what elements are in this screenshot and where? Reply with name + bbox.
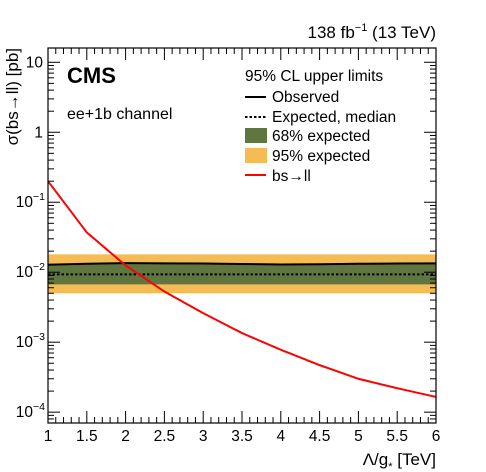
cms-label: CMS [67,63,116,88]
legend-title: 95% CL upper limits [245,68,383,85]
legend-68-label: 68% expected [272,128,370,145]
axis-ticks: 1 1.5 2 2.5 3 3.5 4 4.5 5 5.5 6 10−4 10−3 10−2 10−1 1 10 [16,48,441,445]
x-tick-label: 4 [276,428,285,445]
x-tick-label: 3.5 [231,428,253,445]
y-axis-title: σ(bs→ll) [pb] [3,48,22,145]
y-tick-label: 10−1 [16,191,45,211]
x-axis-title: Λ/g* [TeV] [363,450,436,472]
channel-label: ee+1b channel [67,106,172,123]
x-tick-label: 5 [354,428,363,445]
x-tick-label: 5.5 [386,428,408,445]
y-tick-label: 10 [26,54,44,71]
legend-68-swatch [245,128,267,143]
x-tick-label: 1 [44,428,53,445]
x-tick-label: 2.5 [154,428,176,445]
x-tick-label: 2 [121,428,130,445]
y-tick-label: 10−4 [16,401,45,421]
legend-theory-label: bs→ll [272,168,311,185]
legend: 95% CL upper limits Observed Expected, m… [245,68,396,185]
y-tick-label: 10−2 [16,261,45,281]
legend-95-label: 95% expected [272,148,370,165]
plot-frame [47,47,437,424]
x-tick-label: 6 [432,428,441,445]
y-tick-label: 1 [34,124,43,141]
observed-line [47,262,437,266]
legend-95-swatch [245,148,267,163]
legend-observed-label: Observed [272,89,339,106]
lumi-label: 138 fb−1 (13 TeV) [308,22,436,42]
x-tick-label: 4.5 [309,428,331,445]
x-tick-label: 3 [199,428,208,445]
header: 138 fb−1 (13 TeV) [308,22,436,42]
limit-lines [47,180,437,398]
legend-expected-label: Expected, median [272,109,396,126]
x-tick-label: 1.5 [76,428,98,445]
y-tick-label: 10−3 [16,331,45,351]
theory-bsll-curve [48,180,436,398]
